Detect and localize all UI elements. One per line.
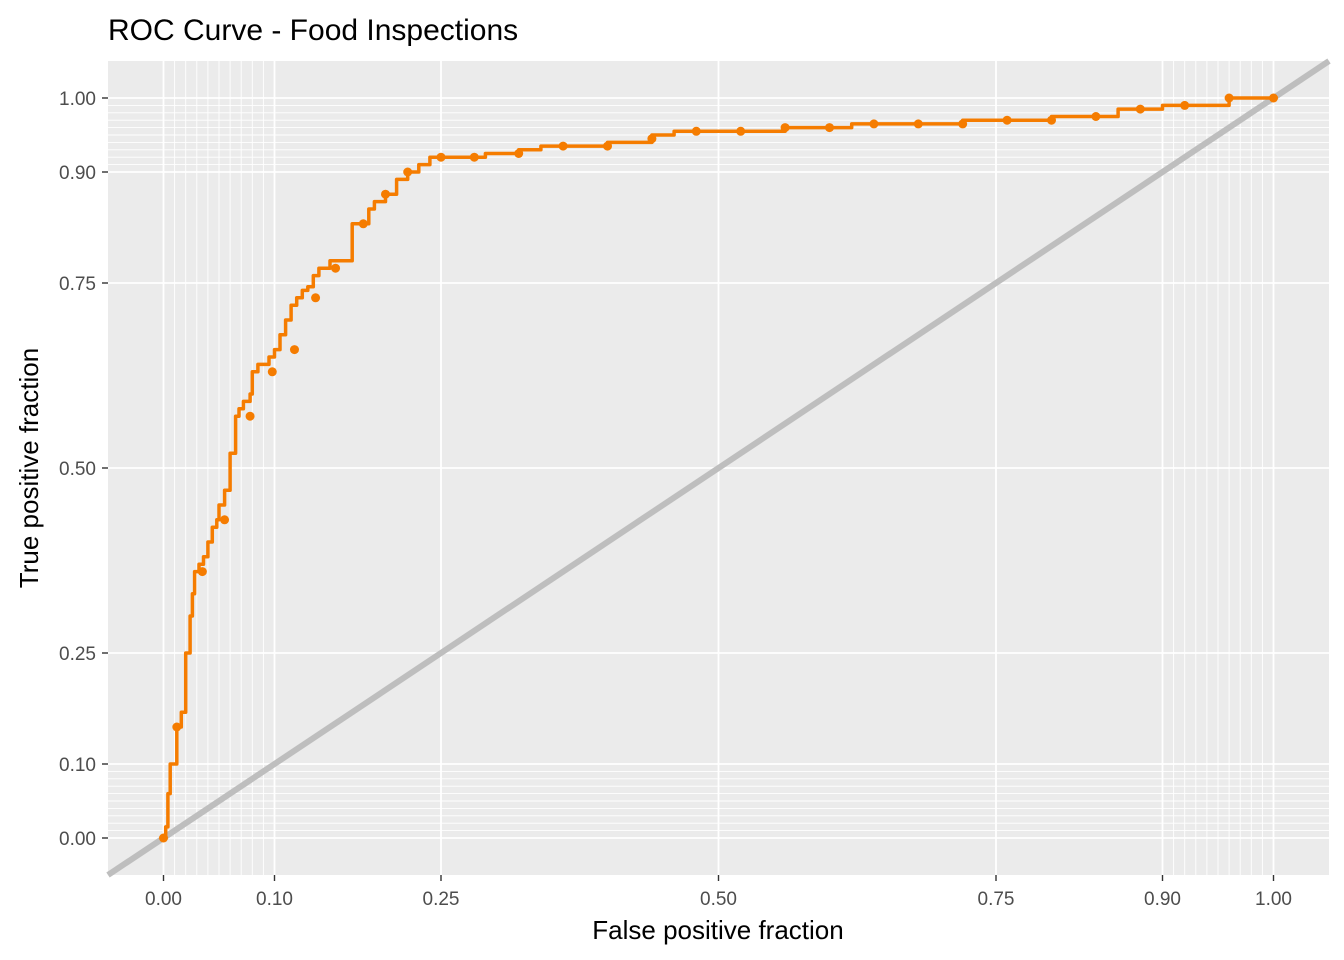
roc-points-layer (159, 93, 1278, 843)
roc-point (736, 126, 746, 136)
y-tick-label: 0.25 (59, 644, 96, 665)
x-tick-label: 0.75 (978, 889, 1015, 910)
roc-point (780, 123, 790, 133)
y-tick-label: 0.90 (59, 163, 96, 184)
roc-point (172, 722, 182, 732)
roc-point (558, 141, 568, 151)
roc-point (267, 367, 277, 377)
roc-point (1047, 115, 1056, 125)
roc-point (603, 141, 612, 151)
roc-point (1135, 104, 1145, 114)
roc-point (958, 119, 968, 129)
roc-point (1002, 115, 1012, 125)
grid-layer (108, 61, 1329, 875)
x-tick-label: 0.90 (1144, 889, 1181, 910)
roc-point (691, 126, 701, 136)
y-tick-label: 0.75 (59, 274, 96, 295)
roc-point (197, 567, 207, 577)
roc-point (825, 123, 834, 133)
roc-point (514, 149, 524, 158)
y-tick-label: 1.00 (59, 89, 96, 110)
y-tick-layer: 0.00 0.10 0.25 0.50 0.75 0.90 1.00 (59, 89, 108, 850)
x-tick-label: 1.00 (1255, 889, 1292, 910)
roc-point (289, 345, 299, 355)
y-axis-title: True positive fraction (14, 348, 44, 588)
reference-diagonal-line (106, 58, 1331, 878)
x-axis-title: False positive fraction (592, 915, 843, 945)
roc-point (159, 833, 168, 843)
roc-point (403, 167, 413, 177)
roc-point (647, 134, 657, 144)
roc-point (913, 119, 923, 129)
roc-point (469, 152, 479, 162)
roc-point (1269, 93, 1278, 103)
y-tick-label: 0.50 (59, 459, 96, 480)
roc-point (1224, 93, 1234, 103)
roc-point (331, 263, 341, 273)
roc-point (311, 293, 321, 303)
x-tick-label: 0.10 (256, 889, 293, 910)
y-tick-label: 0.00 (59, 829, 96, 850)
x-tick-label: 0.25 (423, 889, 460, 910)
roc-point (381, 189, 390, 199)
roc-point (1180, 100, 1190, 110)
roc-point (245, 411, 255, 421)
roc-point (869, 119, 879, 129)
reference-line-layer (106, 58, 1331, 878)
x-tick-label: 0.50 (700, 889, 737, 910)
chart-title: ROC Curve - Food Inspections (108, 14, 518, 47)
y-tick-label: 0.10 (59, 755, 96, 776)
roc-point (220, 515, 230, 525)
x-tick-layer: 0.00 0.10 0.25 0.50 0.75 0.90 1.00 (145, 875, 1292, 910)
roc-point (436, 152, 446, 162)
x-tick-label: 0.00 (145, 889, 182, 910)
roc-point (1091, 112, 1101, 121)
roc-point (358, 219, 368, 229)
